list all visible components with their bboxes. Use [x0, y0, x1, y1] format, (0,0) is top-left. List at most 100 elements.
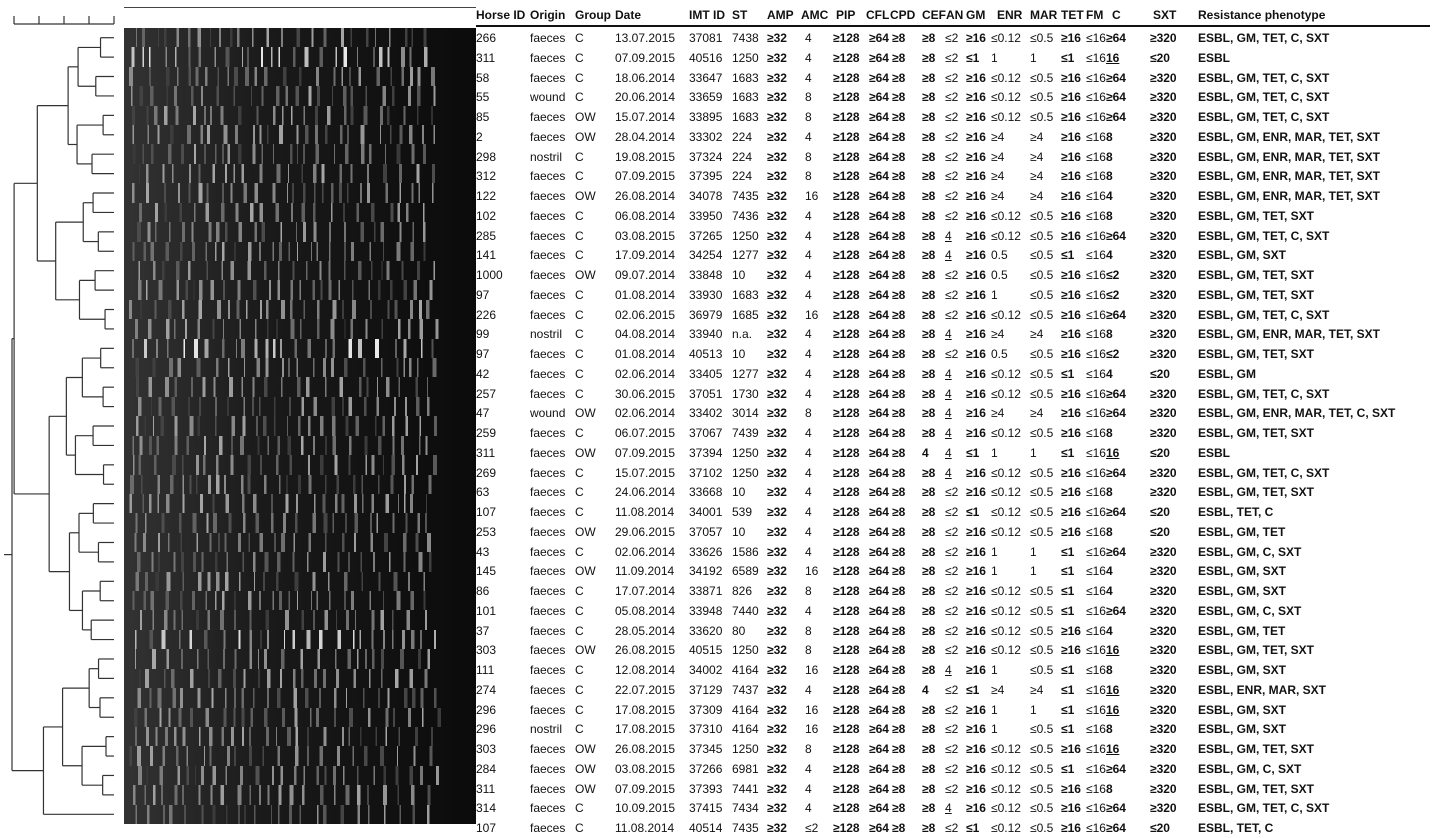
cell-origin: faeces	[530, 643, 566, 658]
cell-mar: 1	[1030, 702, 1037, 717]
gel-lane	[124, 668, 476, 689]
cell-amp: ≥32	[767, 189, 787, 203]
cell-cfl: ≥64	[869, 189, 889, 203]
cell-gm: ≥16	[966, 307, 986, 322]
cell-group: C	[575, 623, 584, 638]
cell-cef: ≥8	[922, 228, 936, 243]
cell-fm: ≤16	[1086, 90, 1106, 105]
cell-cef: ≥8	[922, 50, 936, 65]
table-row: 99 nostril C 04.08.2014 33940 n.a. ≥32 4 ≥128 ≥64…	[476, 324, 1430, 344]
cell-tet: ≤1	[1061, 603, 1075, 618]
cell-fm: ≤16	[1086, 742, 1106, 756]
cell-cef: ≥8	[922, 544, 936, 559]
cell-st: 1250	[732, 445, 759, 460]
cell-st: 826	[732, 584, 753, 598]
cell-pip: ≥128	[833, 268, 860, 282]
cell-amc: 4	[805, 31, 812, 45]
cell-origin: faeces	[530, 524, 566, 539]
cell-amp: ≥32	[767, 228, 787, 243]
cell-amc: 16	[805, 663, 819, 677]
cell-cef: ≥8	[922, 129, 936, 144]
cell-group: C	[575, 90, 584, 105]
cell-gm: ≥16	[966, 189, 986, 203]
cell-pip: ≥128	[833, 149, 860, 164]
cell-fm: ≤16	[1086, 327, 1106, 342]
cell-mar: ≤0.5	[1030, 287, 1054, 302]
cell-group: OW	[575, 742, 596, 756]
cell-pip: ≥128	[833, 485, 860, 500]
cell-mar: ≤0.5	[1030, 366, 1054, 381]
cell-horse: 141	[476, 248, 497, 263]
cell-amp: ≥32	[767, 801, 787, 816]
cell-group: C	[575, 287, 584, 302]
cell-mar: ≤0.5	[1030, 663, 1054, 677]
cell-amp: ≥32	[767, 50, 787, 65]
cell-c: 16	[1106, 50, 1120, 65]
table-row: 86 faeces C 17.07.2014 33871 826 ≥32 8 ≥128 ≥64 ≥8…	[476, 581, 1430, 601]
cell-cfl: ≥64	[869, 505, 889, 519]
cell-amp: ≥32	[767, 129, 787, 144]
cell-cef: ≥8	[922, 307, 936, 322]
cell-tet: ≤1	[1061, 722, 1075, 737]
cell-phen: ESBL, GM, ENR, MAR, TET, C, SXT	[1198, 406, 1396, 421]
cell-horse: 63	[476, 485, 490, 500]
cell-group: C	[575, 465, 584, 480]
cell-mar: ≤0.5	[1030, 761, 1054, 776]
cell-gm: ≥16	[966, 129, 986, 144]
cell-fm: ≤16	[1086, 465, 1106, 480]
cell-tet: ≤1	[1061, 761, 1075, 776]
cell-cef: ≥8	[922, 603, 936, 618]
cell-cfl: ≥64	[869, 228, 889, 243]
cell-gm: ≥16	[966, 603, 986, 618]
cell-phen: ESBL, GM, TET, SXT	[1198, 208, 1315, 223]
column-header-fm: FM	[1086, 8, 1104, 22]
cell-an: ≤2	[945, 287, 959, 302]
cell-pip: ≥128	[833, 445, 860, 460]
cell-cpd: ≥8	[892, 110, 906, 124]
cell-imt: 34254	[689, 248, 723, 263]
cell-group: C	[575, 366, 584, 381]
table-row: 311 faeces OW 07.09.2015 37394 1250 ≥32 4 ≥128 ≥6…	[476, 443, 1430, 463]
cell-origin: faeces	[530, 445, 566, 460]
table-row: 43 faeces C 02.06.2014 33626 1586 ≥32 4 ≥128 ≥64 ≥…	[476, 542, 1430, 562]
cell-phen: ESBL, GM, TET	[1198, 623, 1286, 638]
gel-lane	[124, 125, 476, 145]
cell-amp: ≥32	[767, 268, 787, 282]
cell-imt: 37057	[689, 524, 723, 539]
cell-imt: 37393	[689, 781, 723, 796]
cell-cpd: ≥8	[892, 742, 906, 756]
gel-lane	[124, 532, 476, 553]
cell-an: ≤2	[945, 90, 959, 105]
cell-amp: ≥32	[767, 682, 787, 697]
cell-phen: ESBL	[1198, 445, 1231, 460]
cell-imt: 34001	[689, 505, 723, 519]
cell-tet: ≥16	[1061, 623, 1081, 638]
cell-an: 4	[945, 426, 952, 440]
column-header-cfl: CFL	[866, 8, 890, 22]
cell-fm: ≤16	[1086, 50, 1106, 65]
cell-sxt: ≥320	[1150, 228, 1177, 243]
cell-cfl: ≥64	[869, 149, 889, 164]
cell-tet: ≤1	[1061, 682, 1075, 697]
cell-c: ≥64	[1106, 505, 1126, 519]
cell-mar: ≤0.5	[1030, 801, 1054, 816]
table-row: 63 faeces C 24.06.2014 33668 10 ≥32 4 ≥128 ≥64 ≥8 ≥…	[476, 482, 1430, 502]
cell-phen: ESBL, GM, SXT	[1198, 584, 1287, 598]
cell-c: 16	[1106, 445, 1120, 460]
cell-phen: ESBL, TET, C	[1198, 821, 1274, 835]
cell-fm: ≤16	[1086, 623, 1106, 638]
cell-sxt: ≥320	[1150, 761, 1177, 776]
cell-phen: ESBL, GM, SXT	[1198, 663, 1287, 677]
cell-amc: 4	[805, 761, 812, 776]
cell-fm: ≤16	[1086, 682, 1106, 697]
cell-st: 1250	[732, 228, 759, 243]
cell-an: ≤2	[945, 70, 959, 85]
cell-date: 24.06.2014	[615, 485, 676, 500]
table-row: 122 faeces OW 26.08.2014 34078 7435 ≥32 16 ≥128 ≥…	[476, 186, 1430, 206]
cell-c: 8	[1106, 149, 1113, 164]
cell-gm: ≥16	[966, 643, 986, 658]
cell-sxt: ≥320	[1150, 564, 1177, 579]
cell-pip: ≥128	[833, 821, 860, 835]
gel-lane	[124, 47, 476, 67]
cell-cef: ≥8	[922, 426, 936, 440]
